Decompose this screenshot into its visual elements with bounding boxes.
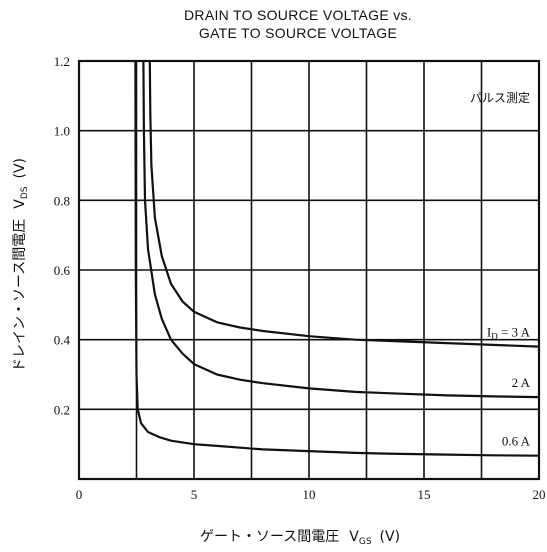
y-axis-label-unit: (V) — [12, 158, 28, 179]
x-tick-label-1: 5 — [191, 487, 198, 502]
plot-frame — [77, 59, 541, 481]
grid — [79, 61, 539, 479]
x-tick-label-4: 20 — [533, 487, 546, 502]
series-label-2-main: 0.6 A — [502, 434, 531, 449]
series-label-0: ID = 3 A — [487, 325, 531, 342]
x-tick-label-2: 10 — [303, 487, 316, 502]
y-tick-label-5: 1.2 — [54, 54, 70, 69]
y-axis-label-symbol: V — [12, 199, 28, 209]
x-tick-label-0: 0 — [76, 487, 83, 502]
series-line-2 — [134, 61, 539, 457]
series-label-2: 0.6 A — [502, 434, 531, 449]
x-axis-label-subscript: GS — [359, 537, 372, 547]
curves — [134, 61, 539, 457]
y-tick-label-2: 0.6 — [54, 263, 71, 278]
series-label-1: 2 A — [512, 375, 531, 390]
series-label-1-main: 2 A — [512, 375, 531, 390]
x-axis-label: ゲート・ソース間電圧 VGS (V) — [200, 529, 400, 547]
series-line-1 — [142, 61, 539, 399]
series-labels: ID = 3 A 2 A 0.6 A — [487, 325, 531, 449]
y-tick-label-3: 0.8 — [54, 193, 70, 208]
y-axis-label: ドレイン・ソース間電圧 VDS (V) — [12, 158, 30, 372]
chart-title-line2: GATE TO SOURCE VOLTAGE — [199, 25, 397, 41]
x-tick-label-3: 15 — [418, 487, 431, 502]
series-line-0 — [148, 61, 539, 348]
y-tick-label-0: 0.2 — [54, 402, 70, 417]
y-tick-label-1: 0.4 — [54, 333, 71, 348]
x-axis-label-main: ゲート・ソース間電圧 — [200, 529, 339, 545]
x-axis-label-unit: (V) — [380, 529, 401, 545]
chart-title-line1: DRAIN TO SOURCE VOLTAGE vs. — [184, 7, 412, 23]
y-axis-label-main: ドレイン・ソース間電圧 — [12, 219, 28, 372]
pulse-measurement-note: パルス測定 — [470, 90, 530, 105]
series-label-0-main: I — [487, 325, 491, 340]
x-axis-label-symbol: V — [349, 529, 359, 545]
y-axis-label-subscript: DS — [20, 186, 30, 199]
series-label-0-subscript: D — [491, 332, 498, 342]
y-tick-label-4: 1.0 — [54, 124, 70, 139]
tick-labels: 0 5 10 15 20 0.2 0.4 0.6 0.8 1.0 1.2 — [54, 54, 546, 502]
series-label-0-rest: = 3 A — [498, 325, 531, 340]
